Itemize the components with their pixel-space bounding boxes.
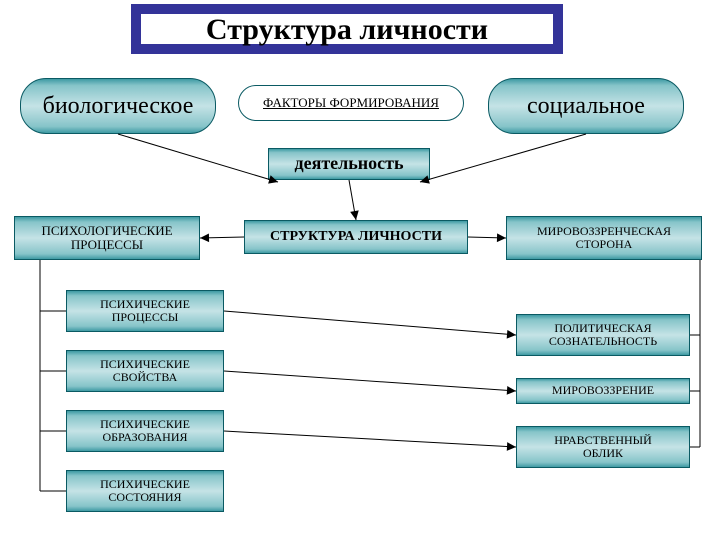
right-item-1: МИРОВОЗЗРЕНИЕ [516, 378, 690, 404]
right-item-0: ПОЛИТИЧЕСКАЯ СОЗНАТЕЛЬНОСТЬ [516, 314, 690, 356]
node-activity: деятельность [268, 148, 430, 180]
pill-social: социальное [488, 78, 684, 134]
left-item-0: ПСИХИЧЕСКИЕ ПРОЦЕССЫ [66, 290, 224, 332]
title: Структура личности [139, 12, 555, 46]
node-structure: СТРУКТУРА ЛИЧНОСТИ [244, 220, 468, 254]
right-item-2: НРАВСТВЕННЫЙ ОБЛИК [516, 426, 690, 468]
pill-factors: ФАКТОРЫ ФОРМИРОВАНИЯ [238, 85, 464, 121]
left-item-2: ПСИХИЧЕСКИЕ ОБРАЗОВАНИЯ [66, 410, 224, 452]
node-worldview-side: МИРОВОЗЗРЕНЧЕСКАЯ СТОРОНА [506, 216, 702, 260]
pill-biological: биологическое [20, 78, 216, 134]
left-item-3: ПСИХИЧЕСКИЕ СОСТОЯНИЯ [66, 470, 224, 512]
left-item-1: ПСИХИЧЕСКИЕ СВОЙСТВА [66, 350, 224, 392]
node-psych-processes: ПСИХОЛОГИЧЕСКИЕ ПРОЦЕССЫ [14, 216, 200, 260]
